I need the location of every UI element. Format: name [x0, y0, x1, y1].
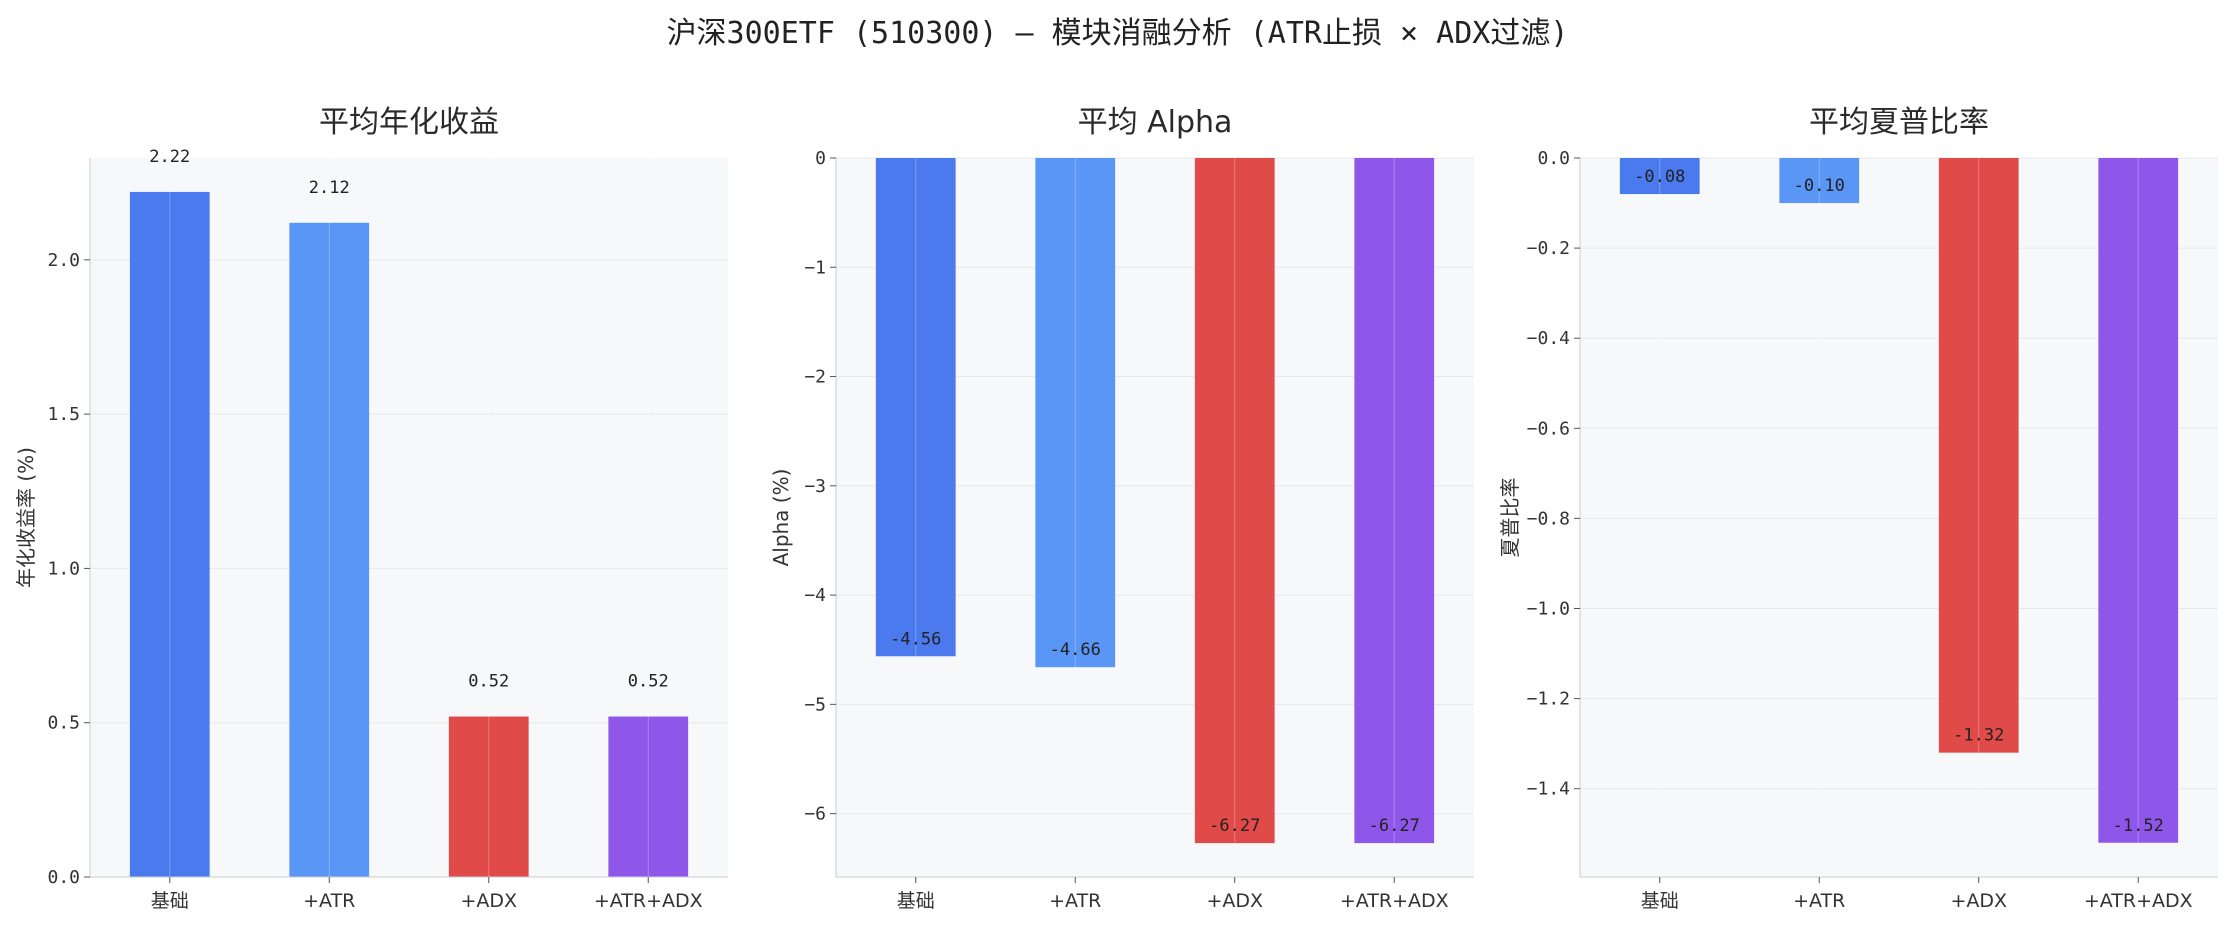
- sharpe-y-tick-label: −0.4: [1527, 328, 1570, 349]
- alpha-bar-1: [1035, 158, 1116, 668]
- sharpe-y-tick-label: −1.4: [1527, 779, 1570, 800]
- annual-return-y-tick-label: 1.5: [47, 404, 80, 425]
- alpha-y-tick-label: −3: [804, 476, 826, 497]
- alpha-y-tick-label: −6: [804, 804, 826, 825]
- annual-return-bar-1: [289, 222, 370, 877]
- sharpe-y-tick-label: −0.6: [1527, 418, 1570, 439]
- annual-return-y-tick-label: 1.0: [47, 558, 80, 579]
- annual-return-value-label: 0.52: [628, 672, 669, 692]
- sharpe-panel-title: 平均夏普比率: [1809, 105, 1989, 140]
- alpha-category-label: +ADX: [1206, 890, 1263, 912]
- annual-return-bar-2: [448, 716, 529, 877]
- figure-title: 沪深300ETF (510300) — 模块消融分析 (ATR止损 × ADX过…: [666, 16, 1569, 51]
- sharpe-y-tick-label: −0.2: [1527, 238, 1570, 259]
- annual-return-value-label: 0.52: [468, 672, 509, 692]
- sharpe-category-label: +ATR+ADX: [2084, 890, 2193, 912]
- alpha-category-label: 基础: [897, 890, 935, 912]
- alpha-value-label: -4.56: [890, 629, 941, 649]
- annual-return-y-axis-label: 年化收益率 (%): [14, 447, 38, 588]
- alpha-value-label: -6.27: [1369, 816, 1420, 836]
- sharpe-category-label: 基础: [1641, 890, 1679, 912]
- alpha-category-label: +ATR: [1049, 890, 1101, 912]
- sharpe-category-label: +ADX: [1950, 890, 2007, 912]
- sharpe-y-tick-label: 0.0: [1537, 148, 1570, 169]
- sharpe-y-tick-label: −1.0: [1527, 599, 1570, 620]
- annual-return-category-label: +ADX: [460, 890, 517, 912]
- sharpe-bar-2: [1938, 158, 2019, 753]
- alpha-y-tick-label: −1: [804, 257, 826, 278]
- sharpe-value-label: -0.10: [1794, 176, 1845, 196]
- alpha-bar-2: [1194, 158, 1275, 844]
- annual-return-y-tick-label: 0.0: [47, 867, 80, 888]
- alpha-y-tick-label: −5: [804, 694, 826, 715]
- annual-return-category-label: 基础: [151, 890, 189, 912]
- annual-return-y-tick-label: 0.5: [47, 713, 80, 734]
- sharpe-bar-1: [1779, 158, 1860, 204]
- sharpe-value-label: -1.32: [1953, 726, 2004, 746]
- alpha-y-tick-label: −4: [804, 585, 826, 606]
- annual-return-panel-title: 平均年化收益: [319, 105, 499, 140]
- sharpe-value-label: -0.08: [1634, 167, 1685, 187]
- annual-return-category-label: +ATR: [303, 890, 355, 912]
- alpha-category-label: +ATR+ADX: [1340, 890, 1449, 912]
- sharpe-bar-0: [1619, 158, 1700, 195]
- sharpe-y-tick-label: −1.2: [1527, 689, 1570, 710]
- sharpe-bar-3: [2098, 158, 2179, 843]
- annual-return-bar-0: [129, 191, 210, 877]
- alpha-panel-title: 平均 Alpha: [1078, 105, 1233, 140]
- annual-return-value-label: 2.12: [309, 178, 350, 198]
- alpha-value-label: -6.27: [1209, 816, 1260, 836]
- annual-return-value-label: 2.22: [149, 147, 190, 167]
- alpha-y-tick-label: 0: [815, 148, 826, 169]
- sharpe-value-label: -1.52: [2113, 816, 2164, 836]
- alpha-y-tick-label: −2: [804, 367, 826, 388]
- alpha-bar-3: [1354, 158, 1435, 844]
- sharpe-y-axis-label: 夏普比率: [1498, 478, 1522, 558]
- sharpe-y-tick-label: −0.8: [1527, 508, 1570, 529]
- alpha-bar-0: [875, 158, 956, 657]
- annual-return-category-label: +ATR+ADX: [594, 890, 703, 912]
- sharpe-category-label: +ATR: [1793, 890, 1845, 912]
- alpha-y-axis-label: Alpha (%): [769, 469, 793, 567]
- annual-return-y-tick-label: 2.0: [47, 250, 80, 271]
- alpha-value-label: -4.66: [1050, 640, 1101, 660]
- annual-return-bar-3: [608, 716, 689, 877]
